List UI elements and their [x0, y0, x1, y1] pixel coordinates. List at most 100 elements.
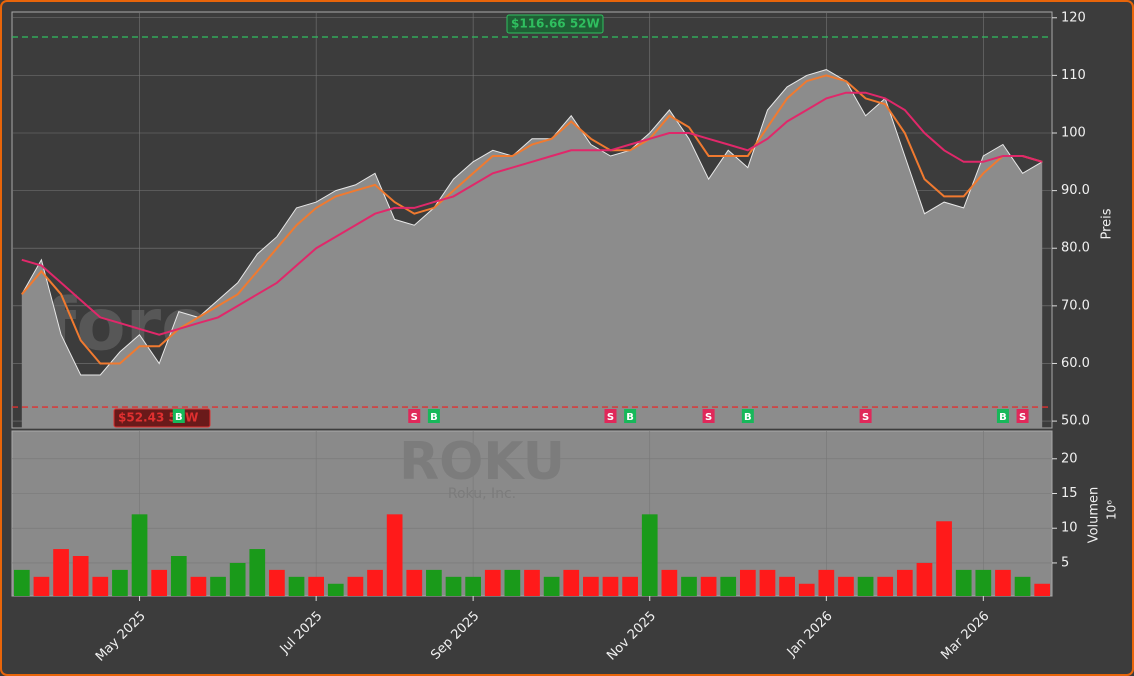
unit-label: 10⁶ — [1105, 500, 1119, 520]
volume-bar — [975, 569, 992, 596]
volume-bar — [426, 569, 442, 596]
volume-bar — [838, 576, 854, 596]
volume-bar — [877, 576, 894, 596]
volume-bar — [681, 576, 697, 596]
volume-bar — [955, 569, 972, 596]
volume-bar — [622, 576, 638, 596]
volume-bar — [445, 576, 462, 596]
volume-bar — [543, 576, 560, 596]
volume-bar — [995, 569, 1011, 596]
signal-label: S — [607, 412, 614, 423]
volume-bar — [33, 576, 50, 596]
volume-bar — [92, 576, 109, 596]
signal-label: B — [744, 412, 752, 423]
y-tick-label: 90.0 — [1061, 183, 1090, 198]
y-tick-label: 120 — [1061, 10, 1086, 25]
y-axis-label: Preis — [1100, 208, 1115, 239]
signal-label: B — [999, 412, 1007, 423]
signal-label: S — [862, 412, 869, 423]
ema-line — [21, 74, 1043, 365]
signal-box — [624, 409, 637, 423]
signal-label: S — [705, 412, 712, 423]
y-tick-label: 80.0 — [1061, 241, 1090, 256]
volume-bar — [112, 569, 128, 596]
volume-bar — [1034, 583, 1051, 596]
volume-bar — [465, 576, 481, 596]
volume-bar — [308, 576, 324, 596]
signal-box — [408, 409, 421, 423]
volume-bar — [583, 576, 599, 596]
volume-bar — [720, 576, 737, 596]
signal-box — [604, 409, 617, 423]
volume-bar — [347, 576, 364, 596]
volume-bar — [700, 576, 717, 596]
volume-bar — [661, 569, 678, 596]
signal-box — [172, 409, 185, 423]
volume-bar — [13, 569, 30, 596]
y-tick-label: 50.0 — [1061, 414, 1090, 429]
volume-bar — [72, 556, 89, 596]
y-tick-label: 100 — [1061, 125, 1086, 140]
signal-label: S — [411, 412, 418, 423]
volume-bar — [229, 562, 246, 596]
volume-bar — [759, 569, 776, 596]
volume-bar — [190, 576, 207, 596]
price-line — [21, 69, 1043, 376]
y-tick-label: 70.0 — [1061, 298, 1090, 313]
volume-bar — [170, 556, 187, 596]
volume-bar — [386, 514, 403, 596]
signal-label: B — [626, 412, 634, 423]
volume-bar — [504, 569, 521, 596]
signal-box — [702, 409, 715, 423]
y-axis-label: Volumen — [1087, 487, 1102, 544]
signal-box — [741, 409, 754, 423]
volume-bar — [131, 514, 148, 596]
signal-label: B — [430, 412, 438, 423]
y-tick-label: 5 — [1061, 555, 1069, 570]
volume-bar — [936, 521, 952, 596]
volume-bar — [524, 569, 540, 596]
price-area — [21, 69, 1043, 428]
volume-bar — [641, 514, 658, 596]
signal-label: B — [175, 412, 183, 423]
volume-bar — [779, 576, 795, 596]
y-tick-label: 15 — [1061, 486, 1078, 501]
volume-bar — [367, 569, 383, 596]
volume-bar — [53, 549, 69, 596]
y-tick-label: 110 — [1061, 68, 1086, 83]
volume-bar — [896, 569, 913, 596]
volume-bar — [818, 569, 835, 596]
volume-bar — [210, 576, 226, 596]
y-tick-label: 20 — [1061, 451, 1078, 466]
volume-bar — [798, 583, 815, 596]
volume-bar — [602, 576, 619, 596]
volume-bar — [484, 569, 501, 596]
volume-bar — [563, 569, 580, 596]
volume-bar — [327, 583, 344, 596]
signal-box — [427, 409, 440, 423]
volume-bar — [857, 576, 874, 596]
volume-bar — [1014, 576, 1031, 596]
high-box — [506, 14, 604, 34]
signal-box — [1016, 409, 1029, 423]
high-label: $116.66 52W — [511, 17, 600, 31]
ticker: ROKU — [399, 432, 565, 492]
ema-line — [21, 91, 1043, 336]
low-label: $52.43 52W — [118, 411, 198, 425]
signal-box — [996, 409, 1009, 423]
volume-bar — [269, 569, 285, 596]
low-box — [113, 408, 211, 428]
volume-bar — [288, 576, 305, 596]
signal-label: S — [1019, 412, 1026, 423]
volume-bar — [916, 562, 933, 596]
volume-bar — [406, 569, 423, 596]
company: Roku, Inc. — [448, 486, 516, 502]
volume-bar — [151, 569, 168, 596]
volume-bar — [740, 569, 756, 596]
signal-box — [859, 409, 872, 423]
y-tick-label: 10 — [1061, 521, 1078, 536]
volume-bar — [249, 549, 266, 596]
y-tick-label: 60.0 — [1061, 356, 1090, 371]
